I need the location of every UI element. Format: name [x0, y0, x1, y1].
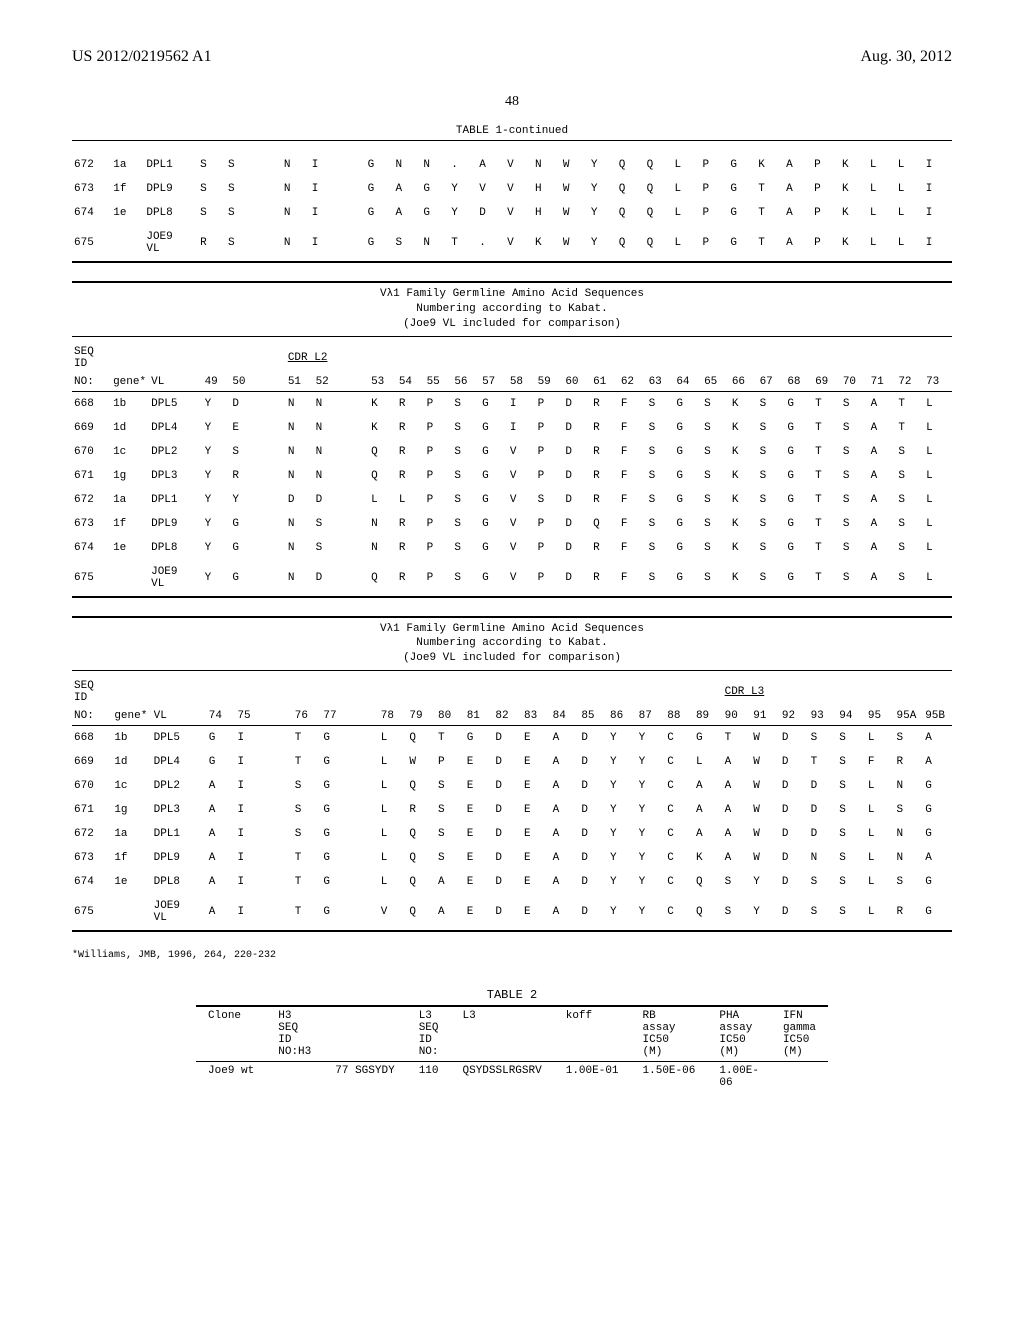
table-row: 6691dDPL4YENNKRPSGIPDRFSGSKSGTSATL: [72, 416, 952, 440]
page-content: TABLE 1-continued 6721aDPL1SSNIGNN.AVNWY…: [0, 122, 1024, 1092]
table2-col: koff: [554, 1007, 631, 1062]
table-row: 6681bDPL5YDNNKRPSGIPDRFSGSKSGTSATL: [72, 392, 952, 416]
mid-caption: Vλ1 Family Germline Amino Acid Sequences…: [72, 281, 952, 336]
table2-col: PHAassayIC50(M): [707, 1007, 771, 1062]
patent-date: Aug. 30, 2012: [860, 48, 952, 66]
table-row: 6721aDPL1SSNIGNN.AVNWYQQLPGKAPKLLI: [72, 153, 952, 177]
table2: CloneH3SEQIDNO:H3 L3SEQIDNO:L3koffRBassay…: [196, 1005, 828, 1092]
table2-col: H3SEQIDNO:H3: [266, 1007, 323, 1062]
table1-continued-title: TABLE 1-continued: [72, 122, 952, 140]
patent-number: US 2012/0219562 A1: [72, 48, 212, 66]
table2-title: TABLE 2: [72, 985, 952, 1005]
table-row: 6711gDPL3YRNNQRPSGVPDRFSGSKSGTSASL: [72, 464, 952, 488]
table-row: 6691dDPL4GITGLWPEDEADYYCLAWDTSFRA: [72, 750, 952, 774]
table2-col: L3SEQIDNO:: [407, 1007, 451, 1062]
table2-col: [323, 1007, 406, 1062]
table-row: 675JOE9VLRSNIGSNT.VKWYQQLPGTAPKLLI: [72, 225, 952, 262]
patent-header: US 2012/0219562 A1 Aug. 30, 2012: [0, 0, 1024, 74]
table-row: 6741eDPL8SSNIGAGYDVHWYQQLPGTAPKLLI: [72, 201, 952, 225]
table-row: 6681bDPL5GITGLQTGDEADYYCGTWDSSLSA: [72, 726, 952, 750]
page-number: 48: [0, 94, 1024, 110]
bot-caption: Vλ1 Family Germline Amino Acid Sequences…: [72, 616, 952, 671]
sequence-table-mid: SEQIDCDR L2NO:gene*VL4950515253545556575…: [72, 336, 952, 598]
table-row: 6721aDPL1YYDDLLPSGVSDRFSGSKSGTSASL: [72, 488, 952, 512]
sequence-table-top: 6721aDPL1SSNIGNN.AVNWYQQLPGKAPKLLI6731fD…: [72, 140, 952, 263]
table2-col: RBassayIC50(M): [631, 1007, 708, 1062]
table-row: 675JOE9VLAITGVQAEDEADYYCQSYDSSLRG: [72, 894, 952, 931]
table-row: 6711gDPL3AISGLRSEDEADYYCAAWDDSLSG: [72, 798, 952, 822]
table-row: 6701cDPL2YSNNQRPSGVPDRFSGSKSGTSASL: [72, 440, 952, 464]
footnote: *Williams, JMB, 1996, 264, 220-232: [72, 950, 952, 961]
sequence-table-bot: SEQIDCDR L3NO:gene*VL7475767778798081828…: [72, 670, 952, 932]
table2-col: IFNgammaIC50(M): [771, 1007, 828, 1062]
table-row: 6731fDPL9YGNSNRPSGVPDQFSGSKSGTSASL: [72, 512, 952, 536]
table-row: 6741eDPL8YGNSNRPSGVPDRFSGSKSGTSASL: [72, 536, 952, 560]
table2-col: Clone: [196, 1007, 266, 1062]
table-row: 675JOE9VLYGNDQRPSGVPDRFSGSKSGTSASL: [72, 560, 952, 597]
table-row: 6741eDPL8AITGLQAEDEADYYCQSYDSSLSG: [72, 870, 952, 894]
table-row: Joe9 wt77 SGSYDY110QSYDSSLRGSRV1.00E-011…: [196, 1062, 828, 1092]
table-row: 6731fDPL9SSNIGAGYVVHWYQQLPGTAPKLLI: [72, 177, 952, 201]
table2-col: L3: [451, 1007, 554, 1062]
table-row: 6701cDPL2AISGLQSEDEADYYCAAWDDSLNG: [72, 774, 952, 798]
table-row: 6731fDPL9AITGLQSEDEADYYCKAWDNSLNA: [72, 846, 952, 870]
table-row: 6721aDPL1AISGLQSEDEADYYCAAWDDSLNG: [72, 822, 952, 846]
